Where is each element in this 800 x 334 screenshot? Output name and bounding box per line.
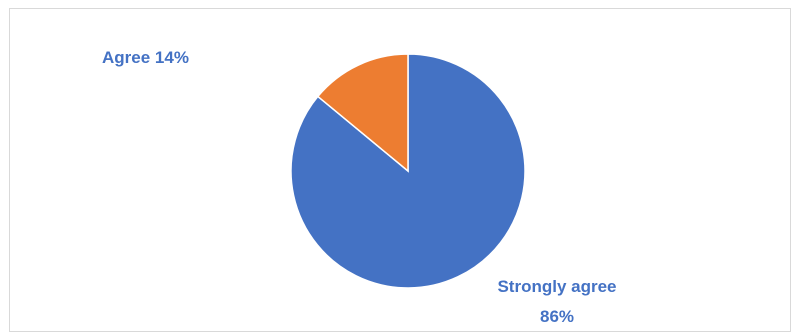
data-label-agree-name: Agree bbox=[102, 48, 150, 67]
data-label-strongly-agree-name: Strongly agree bbox=[497, 277, 616, 296]
data-label-agree: Agree 14% bbox=[102, 48, 189, 67]
data-label-agree-value: 14% bbox=[155, 48, 189, 67]
pie-slice-agree bbox=[316, 53, 409, 173]
pie-slices bbox=[290, 53, 526, 289]
data-label-strongly-agree-value: 86% bbox=[540, 307, 574, 326]
